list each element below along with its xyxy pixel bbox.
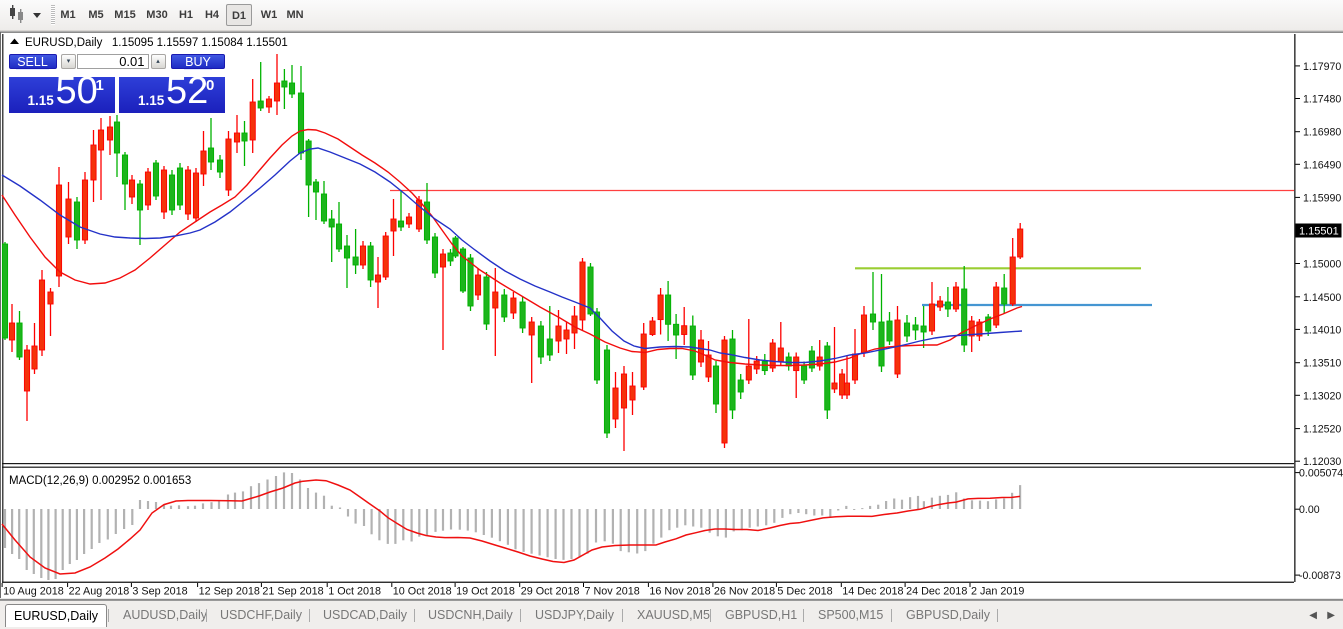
svg-text:21 Sep 2018: 21 Sep 2018 [262, 586, 323, 598]
svg-text:10 Oct 2018: 10 Oct 2018 [393, 586, 452, 598]
svg-text:1.14500: 1.14500 [1303, 292, 1341, 304]
svg-text:12 Sep 2018: 12 Sep 2018 [199, 586, 260, 598]
svg-text:26 Nov 2018: 26 Nov 2018 [714, 586, 775, 598]
svg-text:1.16490: 1.16490 [1303, 159, 1341, 171]
svg-text:1.12030: 1.12030 [1303, 456, 1341, 468]
svg-text:1.15501: 1.15501 [1299, 226, 1339, 238]
svg-text:7 Nov 2018: 7 Nov 2018 [585, 586, 640, 598]
svg-text:29 Oct 2018: 29 Oct 2018 [521, 586, 580, 598]
svg-text:1.16980: 1.16980 [1303, 127, 1341, 139]
svg-text:19 Oct 2018: 19 Oct 2018 [456, 586, 515, 598]
svg-text:1.13020: 1.13020 [1303, 390, 1341, 402]
svg-text:0.00: 0.00 [1299, 504, 1320, 516]
svg-text:14 Dec 2018: 14 Dec 2018 [842, 586, 903, 598]
svg-text:1.14010: 1.14010 [1303, 324, 1341, 336]
svg-text:2 Jan 2019: 2 Jan 2019 [971, 586, 1024, 598]
svg-text:0.005074: 0.005074 [1299, 468, 1343, 480]
svg-text:3 Sep 2018: 3 Sep 2018 [132, 586, 187, 598]
svg-text:MACD(12,26,9) 0.002952 0.00165: MACD(12,26,9) 0.002952 0.001653 [9, 475, 191, 487]
svg-text:1.12520: 1.12520 [1303, 424, 1341, 436]
svg-text:22 Aug 2018: 22 Aug 2018 [69, 586, 130, 598]
svg-text:1.17480: 1.17480 [1303, 94, 1341, 106]
svg-text:1 Oct 2018: 1 Oct 2018 [328, 586, 381, 598]
svg-text:-0.00873: -0.00873 [1299, 570, 1341, 582]
svg-text:1.15990: 1.15990 [1303, 192, 1341, 204]
svg-text:16 Nov 2018: 16 Nov 2018 [649, 586, 710, 598]
svg-text:1.17970: 1.17970 [1303, 61, 1341, 73]
svg-text:10 Aug 2018: 10 Aug 2018 [3, 586, 64, 598]
svg-text:1.15000: 1.15000 [1303, 259, 1341, 271]
svg-text:5 Dec 2018: 5 Dec 2018 [777, 586, 832, 598]
svg-text:24 Dec 2018: 24 Dec 2018 [906, 586, 967, 598]
svg-text:1.13510: 1.13510 [1303, 358, 1341, 370]
svg-text:EURUSD,Daily 1.15095 1.15597: EURUSD,Daily 1.15095 1.15597 1.15084 1.1… [25, 37, 288, 49]
